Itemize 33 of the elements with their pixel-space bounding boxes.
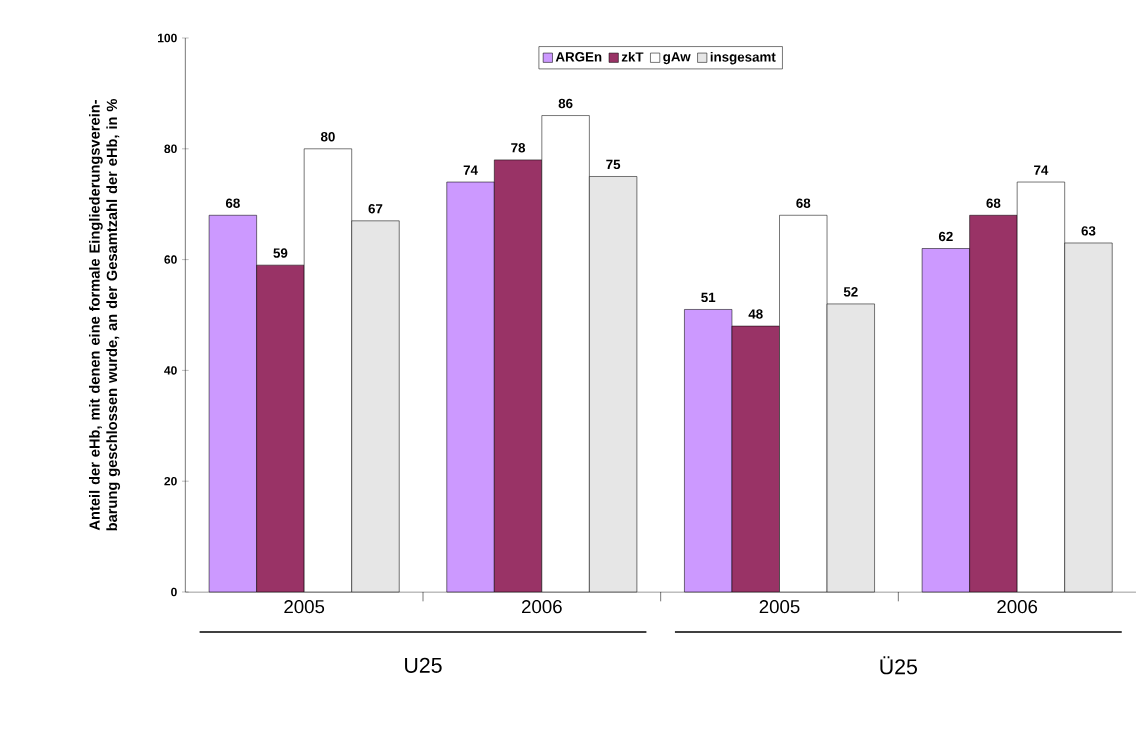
data-label: 68	[796, 198, 811, 208]
legend-label: insgesamt	[710, 51, 776, 65]
data-label: 78	[511, 143, 526, 153]
text: U25	[405, 657, 442, 673]
x-tick-label: 2006	[522, 600, 562, 614]
x-tick-label: 2005	[759, 600, 800, 614]
text: Ü25	[880, 656, 917, 675]
data-label: 48	[748, 309, 763, 319]
y-tick-label: 0	[171, 587, 177, 597]
x-tick-label: 2006	[997, 600, 1038, 614]
y-tick-label: 20	[164, 476, 177, 486]
data-label: 51	[701, 292, 716, 303]
data-label: 74	[1034, 165, 1049, 175]
data-label: 86	[558, 98, 573, 109]
data-label: 74	[463, 165, 478, 175]
data-label: 68	[225, 198, 240, 208]
data-label: 67	[368, 204, 383, 214]
y-tick-label: 100	[158, 33, 177, 43]
legend-label: zkT	[621, 51, 644, 62]
legend-label: gAw	[663, 52, 691, 65]
data-label: 68	[986, 198, 1001, 208]
y-axis-title: Anteil der eHb, mit denen eine formale Eingliederungsverein-barung geschlossen wurde, an der Gesamtzahl der eHb, in %	[88, 99, 121, 531]
data-label: 63	[1081, 226, 1096, 236]
y-tick-label: 60	[164, 255, 177, 264]
x-tick-label: 2005	[284, 600, 325, 614]
data-label: 80	[320, 131, 335, 142]
y-tick-label: 80	[164, 144, 177, 154]
data-label: 62	[938, 231, 953, 242]
legend-label: ARGEn	[555, 52, 602, 62]
data-label: 52	[843, 287, 858, 297]
y-tick-label: 40	[164, 366, 177, 375]
data-label: 75	[606, 159, 621, 170]
data-label: 59	[273, 248, 288, 258]
